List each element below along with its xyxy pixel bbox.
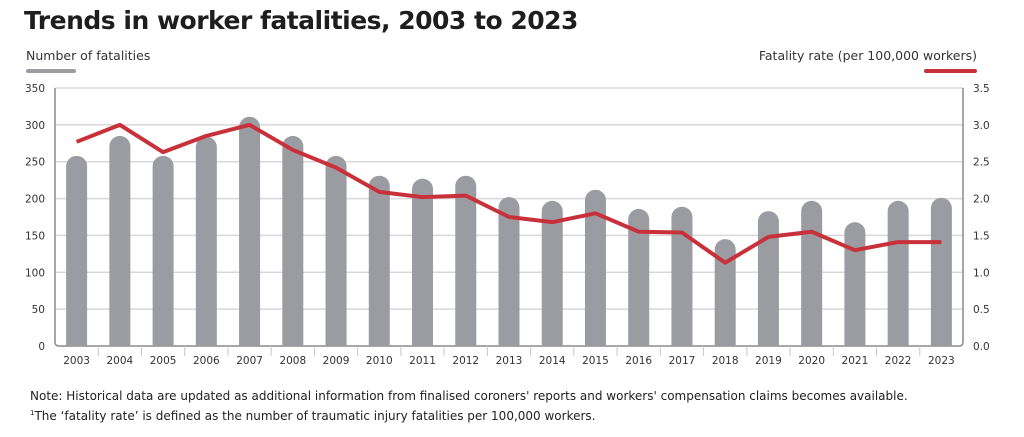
bar [368, 175, 390, 346]
y-right-tick-label: 0.5 [973, 304, 990, 316]
bar [801, 200, 823, 346]
bar [930, 197, 952, 346]
legend-bars-label: Number of fatalities [26, 48, 151, 63]
y-right-tick-label: 0.0 [973, 341, 990, 353]
footnote: Note: Historical data are updated as add… [30, 389, 908, 403]
x-tick-label: 2005 [150, 355, 177, 367]
bar [757, 211, 779, 346]
x-tick-label: 2011 [409, 355, 436, 367]
y-left-tick-label: 250 [25, 157, 45, 169]
y-left-tick-label: 100 [25, 267, 45, 279]
bar [628, 208, 650, 346]
y-right-tick-label: 3.0 [973, 120, 990, 132]
bar [239, 116, 261, 346]
x-tick-label: 2020 [798, 355, 825, 367]
rate-line [75, 122, 942, 265]
bar [325, 155, 347, 346]
y-left-tick-label: 150 [25, 230, 45, 242]
x-tick-label: 2015 [582, 355, 609, 367]
x-tick-label: 2007 [236, 355, 263, 367]
legend-bars-swatch [26, 69, 76, 73]
footnote-text: The ‘fatality rate’ is defined as the nu… [34, 409, 596, 423]
bar [498, 197, 520, 346]
y-left-tick-label: 350 [25, 83, 45, 95]
bar [66, 155, 88, 346]
x-tick-label: 2018 [712, 355, 739, 367]
y-right-tick-label: 3.5 [973, 83, 990, 95]
x-tick-label: 2017 [669, 355, 696, 367]
footnote-marker: 1 [30, 409, 35, 417]
bar [714, 239, 736, 346]
chart-title: Trends in worker fatalities, 2003 to 202… [24, 6, 578, 35]
bar [282, 135, 304, 346]
bar [152, 155, 174, 346]
y-left-tick-label: 300 [25, 120, 45, 132]
y-left-tick-label: 50 [32, 304, 45, 316]
x-tick-label: 2022 [885, 355, 912, 367]
x-tick-label: 2014 [539, 355, 566, 367]
bar [671, 206, 693, 346]
x-tick-label: 2009 [323, 355, 350, 367]
y-right-tick-label: 2.0 [973, 194, 990, 206]
footnote-rate-definition: 1The ‘fatality rate’ is defined as the n… [30, 409, 595, 423]
x-tick-label: 2016 [625, 355, 652, 367]
x-tick-label: 2013 [496, 355, 523, 367]
y-right-tick-label: 2.5 [973, 157, 990, 169]
x-tick-label: 2010 [366, 355, 393, 367]
x-tick-label: 2023 [928, 355, 955, 367]
y-left-tick-label: 200 [25, 194, 45, 206]
bar [844, 222, 866, 346]
x-tick-label: 2006 [193, 355, 220, 367]
legend-line-label: Fatality rate (per 100,000 workers) [758, 48, 977, 63]
bar [195, 136, 217, 346]
x-tick-label: 2019 [755, 355, 782, 367]
bar [541, 200, 563, 346]
bar [109, 135, 131, 346]
bar [887, 200, 909, 346]
y-right-tick-label: 1.5 [973, 230, 990, 242]
x-tick-label: 2004 [106, 355, 133, 367]
x-tick-label: 2008 [279, 355, 306, 367]
x-tick-label: 2021 [842, 355, 869, 367]
bar [455, 175, 477, 346]
x-tick-label: 2003 [63, 355, 90, 367]
x-tick-label: 2012 [452, 355, 479, 367]
legend-line-swatch [924, 69, 977, 73]
bar [584, 189, 606, 346]
y-left-tick-label: 0 [38, 341, 45, 353]
y-right-tick-label: 1.0 [973, 267, 990, 279]
bar [412, 178, 434, 346]
